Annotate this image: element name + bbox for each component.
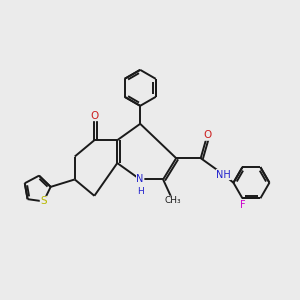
Text: O: O (90, 111, 98, 121)
Text: O: O (203, 130, 212, 140)
Text: N: N (136, 174, 144, 184)
Text: S: S (40, 196, 47, 206)
Text: NH: NH (216, 169, 231, 179)
Text: F: F (240, 200, 245, 211)
Text: CH₃: CH₃ (165, 196, 181, 205)
Text: H: H (137, 188, 144, 196)
